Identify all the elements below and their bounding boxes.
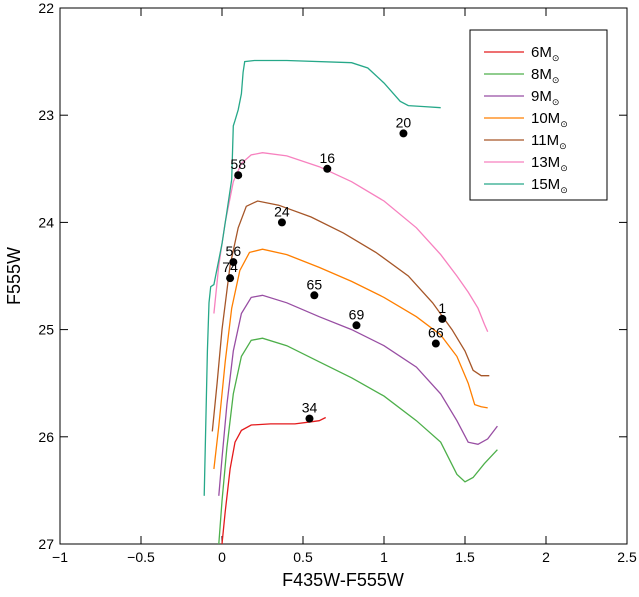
legend-solar-symbol: ⊙ [560, 185, 568, 195]
legend-solar-symbol: ⊙ [560, 163, 568, 173]
y-tick-label: 24 [38, 214, 54, 230]
legend-entry-13M: 13M⊙ [531, 154, 568, 173]
data-point-label-58: 58 [230, 156, 246, 172]
data-point-20 [399, 129, 408, 138]
series-line-13M [213, 152, 489, 332]
legend-solar-symbol: ⊙ [560, 119, 568, 129]
legend-solar-symbol: ⊙ [552, 75, 560, 85]
series-line-6M [221, 416, 326, 545]
data-point-label-1: 1 [438, 300, 446, 316]
data-point-label-69: 69 [349, 306, 365, 322]
data-point-label-20: 20 [396, 114, 412, 130]
legend-entry-15M: 15M⊙ [531, 176, 568, 195]
y-tick-label: 23 [38, 107, 54, 123]
data-point-58 [234, 171, 243, 180]
x-tick-label: 0 [218, 549, 226, 565]
series-line-15M [203, 59, 441, 496]
x-tick-label: 0.5 [293, 549, 313, 565]
legend-solar-symbol: ⊙ [559, 141, 567, 151]
series-line-9M [218, 294, 498, 496]
data-point-16 [323, 164, 332, 173]
series-lines [203, 59, 498, 545]
x-axis-title: F435W-F555W [282, 570, 404, 590]
legend-solar-symbol: ⊙ [552, 97, 560, 107]
legend-box [469, 29, 608, 201]
data-point-66 [431, 339, 440, 348]
y-axis-ticks: 22 23 24 25 26 27 [38, 0, 627, 552]
x-tick-label: 2 [542, 549, 550, 565]
data-point-69 [352, 321, 361, 330]
data-point-label-74: 74 [222, 259, 238, 275]
y-tick-label: 26 [38, 429, 54, 445]
data-point-24 [277, 218, 286, 227]
y-tick-label: 27 [38, 536, 54, 552]
x-tick-label: −1 [52, 549, 68, 565]
data-point-56 [229, 258, 238, 267]
data-point-label-16: 16 [320, 150, 336, 166]
data-point-label-65: 65 [307, 276, 323, 292]
legend-solar-symbol: ⊙ [552, 53, 560, 63]
data-point-label-66: 66 [428, 325, 444, 341]
series-line-10M [213, 248, 488, 470]
legend-entry-11M: 11M⊙ [531, 132, 567, 151]
legend: 6M⊙8M⊙9M⊙10M⊙11M⊙13M⊙15M⊙ [469, 29, 608, 201]
legend-entry-10M: 10M⊙ [531, 110, 568, 129]
plot-frame [59, 7, 628, 545]
x-tick-label: −0.5 [127, 549, 155, 565]
data-point-1 [438, 314, 447, 323]
data-point-label-56: 56 [226, 243, 242, 259]
series-line-8M [218, 337, 498, 545]
data-point-74 [226, 274, 235, 283]
x-tick-label: 2.5 [617, 549, 637, 565]
data-point-label-24: 24 [274, 203, 290, 219]
x-tick-label: 1 [380, 549, 388, 565]
data-point-65 [310, 291, 319, 300]
data-point-label-34: 34 [302, 400, 318, 416]
y-tick-label: 22 [38, 0, 54, 16]
x-axis-ticks: −1 −0.5 0 0.5 1 1.5 2 2.5 [52, 8, 637, 565]
data-point-34 [305, 414, 314, 423]
y-axis-title: F555W [4, 247, 24, 305]
y-tick-label: 25 [38, 322, 54, 338]
x-tick-label: 1.5 [455, 549, 475, 565]
